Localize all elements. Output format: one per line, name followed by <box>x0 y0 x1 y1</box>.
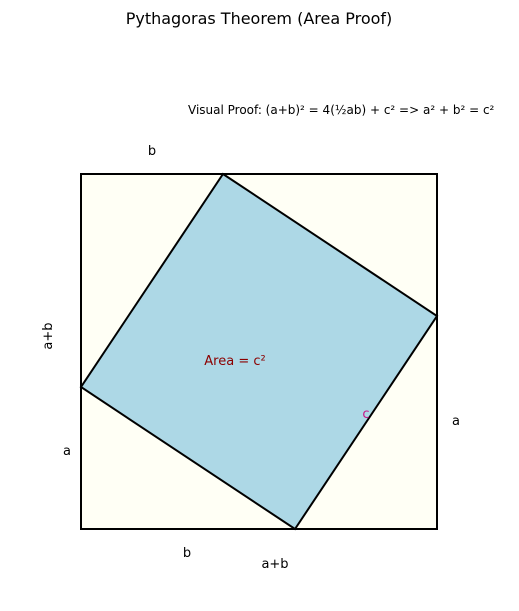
side-label-top-b: b <box>148 144 156 159</box>
inner-square-c2 <box>79 172 439 531</box>
hypotenuse-c-label: c <box>362 407 369 422</box>
diagram-subtitle: Visual Proof: (a+b)² = 4(½ab) + c² => a²… <box>188 103 495 117</box>
side-label-bottom-a-plus-b: a+b <box>261 557 288 572</box>
inner-area-label: Area = c² <box>204 354 265 369</box>
diagram-title: Pythagoras Theorem (Area Proof) <box>126 9 393 28</box>
side-label-bottom-b: b <box>183 546 191 561</box>
side-label-right-a: a <box>452 414 460 429</box>
side-label-left-a: a <box>63 444 71 459</box>
side-label-left-a-plus-b: a+b <box>41 322 56 349</box>
